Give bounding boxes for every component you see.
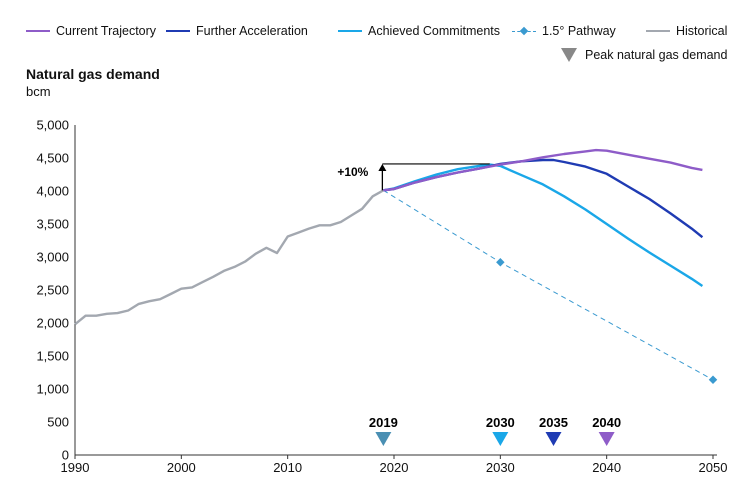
series-line-achieved-commitments [383, 163, 704, 287]
legend-swatch [338, 30, 362, 32]
x-tick-label: 2020 [380, 460, 409, 475]
y-tick-label: 1,500 [36, 349, 69, 364]
legend-item: Historical [646, 22, 727, 40]
chart-title: Natural gas demand [26, 66, 160, 82]
peak-marker [598, 432, 615, 446]
legend-label: Further Acceleration [196, 24, 308, 38]
peak-marker [545, 432, 562, 446]
x-tick-label: 2000 [167, 460, 196, 475]
legend-label: Achieved Commitments [368, 24, 500, 38]
y-tick-label: 2,000 [36, 316, 69, 331]
increase-label: +10% [337, 165, 368, 179]
y-tick-label: 2,500 [36, 283, 69, 298]
y-tick-label: 3,000 [36, 250, 69, 265]
increase-arrowhead [378, 163, 387, 171]
legend-label: Current Trajectory [56, 24, 157, 38]
y-tick-label: 1,000 [36, 382, 69, 397]
legend-swatch [512, 30, 536, 32]
pathway-marker [708, 375, 718, 385]
legend-swatch [646, 30, 670, 32]
legend-item: Further Acceleration [166, 22, 308, 40]
y-tick-label: 5,000 [36, 118, 69, 133]
series-line-further-acceleration [383, 158, 704, 239]
legend-swatch [26, 30, 50, 32]
y-tick-label: 500 [47, 415, 69, 430]
series-line-current-trajectory [383, 148, 703, 192]
peak-year-label: 2030 [486, 415, 515, 430]
legend-swatch [166, 30, 190, 32]
legend-item: Current Trajectory [26, 22, 156, 40]
peak-marker [492, 432, 509, 446]
legend-item: Achieved Commitments [338, 22, 500, 40]
legend-label: Historical [676, 24, 728, 38]
x-tick-label: 1990 [61, 460, 90, 475]
peak-triangle-icon [561, 48, 577, 62]
x-tick-label: 2030 [486, 460, 515, 475]
peak-marker [375, 432, 392, 446]
series-line-1-5-pathway [383, 189, 714, 381]
y-tick-label: 0 [62, 448, 69, 463]
peak-legend-label: Peak natural gas demand [585, 48, 728, 62]
series-line-historical [74, 189, 384, 326]
legend-label: 1.5° Pathway [542, 24, 616, 38]
x-tick-label: 2050 [699, 460, 728, 475]
peak-year-label: 2040 [592, 415, 621, 430]
peak-year-label: 2019 [369, 415, 398, 430]
peak-year-label: 2035 [539, 415, 568, 430]
pathway-marker [496, 258, 505, 267]
chart-unit: bcm [26, 84, 51, 99]
y-tick-label: 3,500 [36, 217, 69, 232]
legend-item: 1.5° Pathway [512, 22, 616, 40]
x-tick-label: 2010 [273, 460, 302, 475]
x-tick-label: 2040 [592, 460, 621, 475]
y-tick-label: 4,500 [36, 151, 69, 166]
peak-legend: Peak natural gas demand [561, 48, 727, 62]
y-tick-label: 4,000 [36, 184, 69, 199]
